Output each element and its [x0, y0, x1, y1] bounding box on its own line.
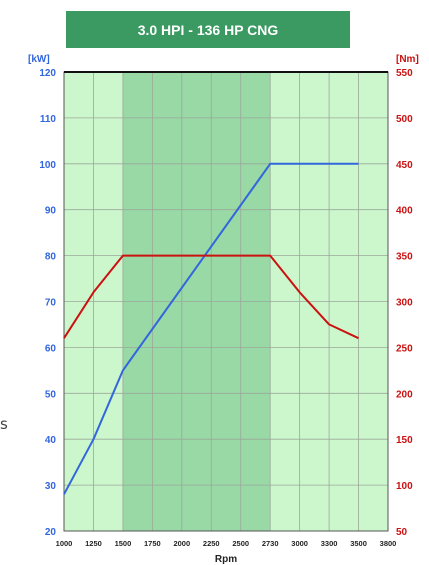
x-tick-label: 2730 — [262, 539, 279, 548]
y-right-tick-label: 450 — [396, 160, 413, 171]
y-right-tick-label: 150 — [396, 435, 413, 446]
y-left-tick-label: 40 — [45, 435, 57, 446]
y-right-tick-label: 50 — [396, 527, 408, 538]
y-left-tick-label: 110 — [40, 114, 57, 125]
y-left-tick-label: 20 — [45, 527, 57, 538]
y-right-axis-label: [Nm] — [396, 54, 419, 65]
y-left-tick-label: 100 — [39, 160, 56, 171]
x-tick-label: 3300 — [321, 539, 338, 548]
x-tick-label: 1750 — [144, 539, 161, 548]
torque-series-line — [63, 254, 359, 340]
y-left-tick-label: 30 — [45, 481, 57, 492]
x-tick-label: 3800 — [380, 539, 397, 548]
x-tick-label: 3500 — [350, 539, 367, 548]
y-right-tick-label: 300 — [396, 298, 413, 309]
x-tick-label: 1250 — [85, 539, 102, 548]
chart-title: 3.0 HPI - 136 HP CNG — [137, 21, 279, 38]
y-left-tick-label: 120 — [39, 68, 56, 79]
y-left-tick-label: 80 — [45, 252, 57, 263]
y-right-tick-label: 200 — [396, 389, 413, 400]
x-axis-label: Rpm — [215, 554, 237, 565]
y-left-axis-label: [kW] — [28, 54, 50, 65]
y-right-tick-label: 400 — [396, 206, 413, 217]
y-left-tick-label: 90 — [45, 206, 57, 217]
chart-title-box: 3.0 HPI - 136 HP CNG — [66, 11, 350, 48]
y-right-tick-label: 550 — [396, 68, 413, 79]
x-tick-label: 1000 — [56, 539, 73, 548]
x-tick-label: 3000 — [291, 539, 308, 548]
x-tick-label: 2500 — [232, 539, 249, 548]
y-right-tick-label: 100 — [396, 481, 413, 492]
y-left-tick-label: 50 — [45, 389, 57, 400]
y-left-tick-label: 70 — [45, 298, 57, 309]
stray-text: s — [0, 415, 8, 433]
x-tick-label: 1500 — [115, 539, 132, 548]
x-tick-label: 2250 — [203, 539, 220, 548]
x-tick-label: 2000 — [173, 539, 190, 548]
y-right-tick-label: 350 — [396, 252, 413, 263]
y-left-tick-label: 60 — [45, 343, 57, 354]
y-right-tick-label: 250 — [396, 343, 413, 354]
power-series-line — [63, 162, 359, 495]
y-right-tick-label: 500 — [396, 114, 413, 125]
